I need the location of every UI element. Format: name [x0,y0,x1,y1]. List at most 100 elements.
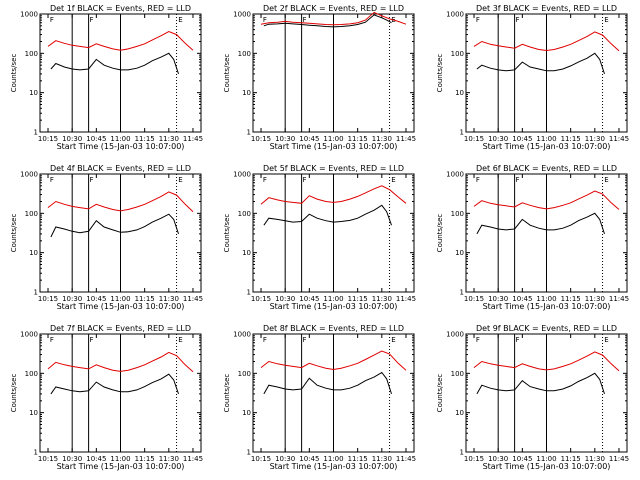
x-tick-label: 11:15 [348,455,368,463]
event-marker-label: F [302,336,306,344]
x-tick-label: 10:30 [62,135,82,143]
x-tick-label: 11:30 [372,135,392,143]
x-tick-label: 11:30 [585,295,605,303]
y-tick-label: 10 [29,409,38,417]
y-tick-label: 1000 [233,171,251,179]
panel-title: Det 6f BLACK = Events, RED = LLD [476,164,617,173]
x-tick-label: 10:45 [512,135,532,143]
event-marker-label: F [263,176,267,184]
y-tick-label: 1 [247,129,251,137]
y-tick-label: 1000 [446,171,464,179]
x-tick-label: 11:00 [323,455,343,463]
x-tick-label: 10:15 [38,455,58,463]
y-tick-label: 1000 [233,11,251,19]
y-tick-label: 10 [242,409,251,417]
x-tick-label: 10:45 [512,295,532,303]
event-marker-label: F [263,336,267,344]
y-tick-label: 100 [25,370,38,378]
x-tick-label: 10:45 [299,135,319,143]
series-line-events [476,372,605,395]
x-tick-label: 10:15 [38,135,58,143]
series-line-lld [473,190,620,210]
x-axis-label: Start Time (15-Jan-03 10:07:00) [483,302,611,311]
event-marker-label: F [263,16,267,24]
series-line-lld [47,30,194,51]
y-tick-label: 10 [455,249,464,257]
x-tick-label: 10:30 [62,455,82,463]
x-tick-label: 11:45 [396,455,416,463]
x-tick-label: 11:30 [159,135,179,143]
x-tick-label: 10:30 [275,455,295,463]
series-line-lld [260,185,407,205]
series-line-events [263,204,392,226]
x-tick-label: 11:45 [396,135,416,143]
event-marker-label: E [391,336,395,344]
y-tick-label: 100 [451,50,464,58]
x-tick-label: 10:15 [464,455,484,463]
event-marker-label: F [50,176,54,184]
x-tick-label: 11:00 [536,295,556,303]
y-tick-label: 100 [238,210,251,218]
y-tick-label: 100 [25,50,38,58]
event-marker-label: F [476,176,480,184]
x-tick-label: 10:30 [488,455,508,463]
x-tick-label: 10:30 [488,295,508,303]
x-axis-label: Start Time (15-Jan-03 10:07:00) [483,462,611,471]
y-axis-label: Counts/sec [223,214,231,253]
x-tick-label: 10:15 [464,135,484,143]
panel-title: Det 2f BLACK = Events, RED = LLD [263,4,404,13]
detector-panel-1: Det 1f BLACK = Events, RED = LLD 1 10 100 10… [10,4,203,151]
detector-panel-4: Det 4f BLACK = Events, RED = LLD 1 10 100 10… [10,164,203,311]
panel-title: Det 4f BLACK = Events, RED = LLD [50,164,191,173]
x-tick-label: 11:45 [609,295,629,303]
series-line-events [476,52,605,75]
series-line-events [263,14,392,28]
series-line-lld [260,11,407,26]
x-tick-label: 11:00 [110,455,130,463]
x-tick-label: 10:45 [86,135,106,143]
x-tick-label: 10:45 [86,455,106,463]
detector-panel-7: Det 7f BLACK = Events, RED = LLD 1 10 100 10… [10,324,203,471]
detector-panel-6: Det 6f BLACK = Events, RED = LLD 1 10 100 10… [436,164,629,311]
series-line-events [50,52,179,75]
x-tick-label: 11:15 [135,455,155,463]
y-tick-label: 1 [460,289,464,297]
x-tick-label: 10:15 [251,295,271,303]
y-tick-label: 1000 [233,331,251,339]
x-axis-label: Start Time (15-Jan-03 10:07:00) [483,142,611,151]
event-marker-label: F [89,176,93,184]
series-line-events [50,213,179,238]
event-marker-label: F [50,16,54,24]
y-tick-label: 1000 [20,331,38,339]
y-tick-label: 1 [34,449,38,457]
event-marker-label: E [178,176,182,184]
x-tick-label: 11:15 [561,295,581,303]
series-line-lld [473,31,620,52]
series-line-lld [47,191,194,213]
x-tick-label: 10:30 [488,135,508,143]
panel-title: Det 9f BLACK = Events, RED = LLD [476,324,617,333]
event-marker-label: F [515,176,519,184]
x-tick-label: 11:15 [348,295,368,303]
y-tick-label: 10 [29,249,38,257]
y-axis-label: Counts/sec [436,214,444,253]
y-tick-label: 1 [460,129,464,137]
event-marker-label: F [50,336,54,344]
series-line-lld [47,351,194,373]
x-tick-label: 11:00 [323,135,343,143]
x-tick-label: 11:15 [561,135,581,143]
event-marker-label: F [89,336,93,344]
x-tick-label: 10:15 [38,295,58,303]
y-tick-label: 10 [455,409,464,417]
y-axis-label: Counts/sec [223,54,231,93]
x-axis-label: Start Time (15-Jan-03 10:07:00) [270,302,398,311]
x-axis-label: Start Time (15-Jan-03 10:07:00) [270,462,398,471]
series-line-lld [260,350,407,371]
event-marker-label: E [604,16,608,24]
x-tick-label: 10:45 [299,295,319,303]
event-marker-label: F [476,336,480,344]
y-tick-label: 1000 [20,11,38,19]
x-tick-label: 11:00 [536,135,556,143]
y-tick-label: 100 [451,370,464,378]
event-marker-label: F [89,16,93,24]
